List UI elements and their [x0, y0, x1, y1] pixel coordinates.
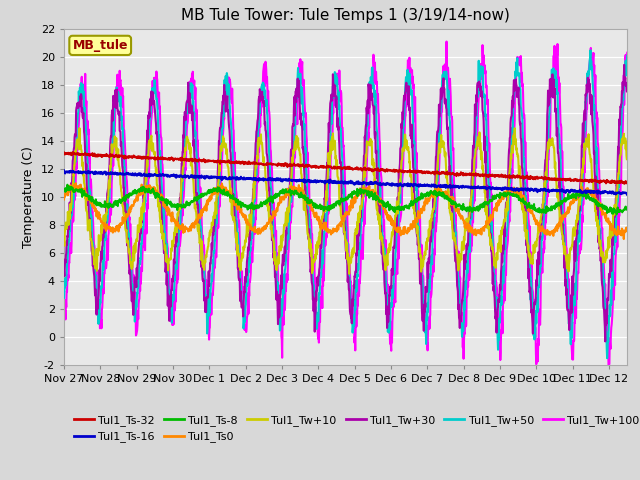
- Tul1_Tw+30: [60, 268, 68, 274]
- Line: Tul1_Tw+100: Tul1_Tw+100: [64, 42, 627, 369]
- Tul1_Ts0: [549, 229, 557, 235]
- Tul1_Ts0: [620, 236, 628, 242]
- Tul1_Tw+10: [172, 222, 180, 228]
- Tul1_Ts0: [623, 225, 631, 231]
- Tul1_Tw+10: [76, 125, 83, 131]
- Tul1_Ts0: [72, 180, 79, 186]
- Tul1_Ts-32: [620, 181, 628, 187]
- Line: Tul1_Tw+30: Tul1_Tw+30: [64, 65, 627, 341]
- Tul1_Tw+30: [172, 244, 180, 250]
- Tul1_Tw+100: [623, 50, 631, 56]
- Tul1_Ts0: [162, 204, 170, 210]
- Tul1_Ts-32: [623, 180, 631, 186]
- Tul1_Ts-32: [60, 150, 68, 156]
- Tul1_Ts-32: [549, 176, 557, 182]
- Tul1_Ts-32: [172, 156, 180, 162]
- Tul1_Ts-32: [162, 156, 170, 161]
- Tul1_Tw+10: [162, 246, 170, 252]
- Tul1_Ts-8: [172, 204, 180, 210]
- Tul1_Tw+50: [274, 279, 282, 285]
- Tul1_Ts-8: [549, 204, 557, 209]
- Tul1_Tw+100: [60, 309, 68, 315]
- Line: Tul1_Ts-16: Tul1_Ts-16: [64, 170, 627, 195]
- Tul1_Tw+50: [172, 263, 180, 268]
- Tul1_Tw+100: [223, 73, 230, 79]
- Line: Tul1_Tw+50: Tul1_Tw+50: [64, 50, 627, 358]
- Tul1_Tw+10: [623, 156, 631, 162]
- Tul1_Ts0: [172, 222, 180, 228]
- Title: MB Tule Tower: Tule Temps 1 (3/19/14-now): MB Tule Tower: Tule Temps 1 (3/19/14-now…: [181, 9, 510, 24]
- Tul1_Ts-16: [548, 187, 556, 192]
- Tul1_Tw+10: [550, 142, 557, 148]
- Tul1_Tw+100: [549, 70, 557, 76]
- Tul1_Ts-8: [612, 212, 620, 217]
- Tul1_Tw+100: [172, 299, 180, 304]
- Tul1_Ts0: [223, 187, 230, 193]
- Tul1_Tw+100: [161, 199, 169, 204]
- Tul1_Tw+50: [223, 74, 230, 80]
- Tul1_Ts-8: [223, 189, 230, 195]
- Tul1_Ts-8: [486, 197, 494, 203]
- Tul1_Ts-8: [162, 200, 170, 206]
- Y-axis label: Temperature (C): Temperature (C): [22, 146, 35, 248]
- Tul1_Tw+30: [623, 88, 631, 94]
- Tul1_Ts-16: [161, 173, 169, 179]
- Line: Tul1_Tw+10: Tul1_Tw+10: [64, 128, 627, 274]
- Tul1_Ts-16: [223, 176, 230, 181]
- Tul1_Tw+10: [223, 146, 230, 152]
- Tul1_Tw+10: [346, 271, 353, 277]
- Tul1_Tw+50: [623, 53, 631, 59]
- Tul1_Ts-16: [486, 184, 494, 190]
- Tul1_Ts-16: [623, 192, 631, 198]
- Tul1_Tw+50: [548, 67, 556, 73]
- Tul1_Ts-16: [274, 177, 282, 183]
- Tul1_Tw+30: [602, 338, 609, 344]
- Tul1_Ts-32: [223, 159, 230, 165]
- Tul1_Tw+50: [486, 216, 494, 221]
- Tul1_Ts0: [486, 213, 494, 219]
- Line: Tul1_Ts-32: Tul1_Ts-32: [64, 152, 627, 184]
- Tul1_Ts0: [60, 196, 68, 202]
- Tul1_Tw+30: [223, 98, 230, 104]
- Tul1_Tw+10: [274, 254, 282, 260]
- Tul1_Ts-8: [60, 186, 68, 192]
- Tul1_Tw+100: [274, 263, 282, 268]
- Tul1_Tw+30: [548, 72, 556, 77]
- Tul1_Ts-8: [274, 192, 282, 197]
- Tul1_Ts-16: [172, 174, 180, 180]
- Line: Tul1_Ts-8: Tul1_Ts-8: [64, 185, 627, 215]
- Tul1_Tw+100: [486, 189, 494, 194]
- Tul1_Ts-8: [63, 182, 71, 188]
- Tul1_Tw+30: [486, 236, 494, 241]
- Tul1_Tw+50: [604, 355, 611, 361]
- Tul1_Ts-8: [623, 206, 631, 212]
- Tul1_Tw+50: [587, 48, 595, 53]
- Tul1_Tw+100: [443, 39, 451, 45]
- Tul1_Tw+30: [161, 255, 169, 261]
- Tul1_Ts-32: [486, 173, 494, 179]
- Tul1_Ts-16: [60, 168, 68, 173]
- Tul1_Tw+50: [161, 229, 169, 235]
- Tul1_Tw+100: [605, 366, 612, 372]
- Text: MB_tule: MB_tule: [72, 39, 128, 52]
- Legend: Tul1_Ts-32, Tul1_Ts-16, Tul1_Ts-8, Tul1_Ts0, Tul1_Tw+10, Tul1_Tw+30, Tul1_Tw+50,: Tul1_Ts-32, Tul1_Ts-16, Tul1_Ts-8, Tul1_…: [70, 411, 640, 447]
- Tul1_Tw+50: [60, 295, 68, 300]
- Tul1_Tw+30: [274, 304, 282, 310]
- Tul1_Tw+10: [60, 236, 68, 241]
- Tul1_Tw+10: [487, 237, 495, 242]
- Tul1_Ts0: [274, 202, 282, 207]
- Tul1_Ts-32: [274, 162, 282, 168]
- Line: Tul1_Ts0: Tul1_Ts0: [64, 183, 627, 239]
- Tul1_Ts-32: [69, 149, 77, 155]
- Tul1_Tw+30: [620, 62, 628, 68]
